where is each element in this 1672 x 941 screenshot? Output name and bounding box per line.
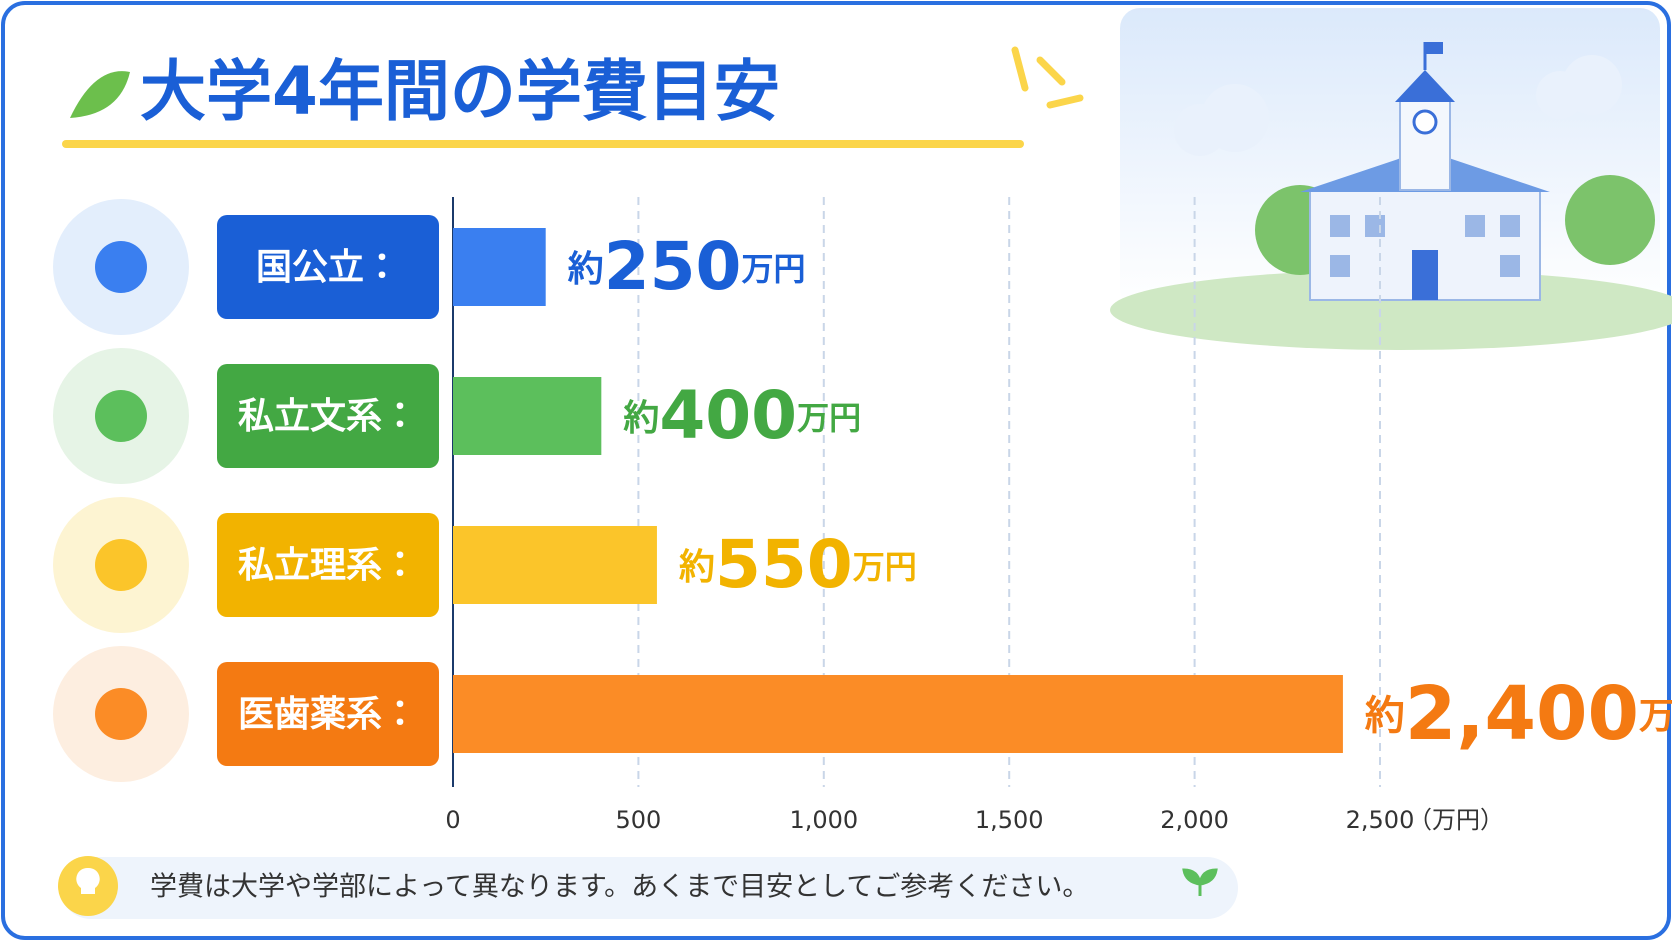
category-label: 私立理系： bbox=[238, 545, 418, 586]
x-axis-unit: （万円） bbox=[1408, 806, 1504, 834]
category-box bbox=[217, 662, 439, 766]
category-icon-dot bbox=[95, 539, 147, 591]
x-tick-label: 500 bbox=[615, 806, 661, 834]
school-illustration bbox=[1110, 8, 1672, 350]
bar bbox=[453, 377, 602, 455]
category-icon-dot bbox=[95, 688, 147, 740]
chart-title: 大学4年間の学費目安 bbox=[140, 53, 780, 130]
x-tick-label: 1,500 bbox=[975, 806, 1044, 834]
category-box bbox=[217, 364, 439, 468]
note-box bbox=[60, 857, 1238, 919]
category-icon-dot bbox=[95, 390, 147, 442]
x-tick-label: 2,500 bbox=[1346, 806, 1415, 834]
value-label: 約550万円 bbox=[679, 526, 917, 603]
category-icon-dot bbox=[95, 241, 147, 293]
value-label: 約250万円 bbox=[568, 228, 806, 305]
title-decoration bbox=[62, 46, 1084, 148]
category-box bbox=[217, 513, 439, 617]
x-tick-label: 2,000 bbox=[1160, 806, 1229, 834]
category-label: 私立文系： bbox=[238, 396, 418, 437]
category-box bbox=[217, 215, 439, 319]
bar bbox=[453, 228, 546, 306]
x-tick-label: 1,000 bbox=[789, 806, 858, 834]
note: 学費は大学や学部によって異なります。あくまで目安としてご参考ください。 bbox=[150, 872, 1089, 903]
sprout-icon bbox=[1182, 868, 1218, 896]
bulb-shape bbox=[76, 867, 100, 894]
value-label: 約2,400万円 bbox=[1365, 671, 1672, 757]
bar bbox=[453, 526, 657, 604]
x-tick-label: 0 bbox=[445, 806, 460, 834]
value-label: 約400万円 bbox=[623, 377, 861, 454]
category-label: 国公立： bbox=[256, 247, 400, 288]
category-label: 医歯薬系： bbox=[238, 694, 418, 735]
bar bbox=[453, 675, 1343, 753]
